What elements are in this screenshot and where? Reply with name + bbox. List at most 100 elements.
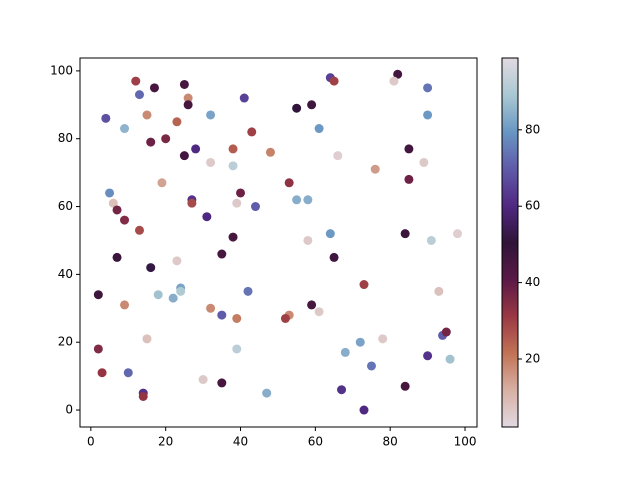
scatter-point (329, 252, 339, 262)
scatter-point (239, 93, 249, 103)
scatter-point (303, 195, 313, 205)
scatter-point (337, 385, 347, 395)
scatter-point (232, 344, 242, 354)
scatter-point (400, 229, 410, 239)
scatter-point (101, 113, 111, 123)
scatter-point (123, 368, 133, 378)
scatter-point (131, 76, 141, 86)
scatter-point (120, 124, 130, 134)
scatter-point (93, 290, 103, 300)
scatter-point (168, 293, 178, 303)
scatter-point (191, 144, 201, 154)
scatter-point (228, 161, 238, 171)
scatter-point (423, 110, 433, 120)
scatter-point (146, 263, 156, 273)
scatter-point (247, 127, 257, 137)
scatter-point (250, 202, 260, 212)
y-tick-label: 0 (65, 403, 73, 417)
scatter-point (108, 198, 118, 208)
scatter-point (232, 313, 242, 323)
scatter-point (142, 110, 152, 120)
scatter-point (179, 151, 189, 161)
scatter-point (307, 100, 317, 110)
scatter-point (120, 300, 130, 310)
y-tick-label: 40 (58, 267, 73, 281)
x-tick-label: 0 (87, 435, 95, 449)
scatter-point (280, 313, 290, 323)
scatter-point (434, 286, 444, 296)
scatter-point (179, 79, 189, 89)
x-tick-label: 80 (383, 435, 398, 449)
scatter-point (366, 361, 376, 371)
y-tick-label: 60 (58, 199, 73, 213)
x-tick-label: 40 (233, 435, 248, 449)
scatter-point (404, 144, 414, 154)
scatter-point (202, 212, 212, 222)
scatter-point (134, 225, 144, 235)
scatter-point (400, 381, 410, 391)
colorbar-tick-label: 20 (525, 352, 540, 366)
scatter-point (314, 124, 324, 134)
scatter-point (426, 235, 436, 245)
scatter-point (120, 215, 130, 225)
scatter-point (325, 229, 335, 239)
scatter-point (206, 110, 216, 120)
scatter-point (217, 378, 227, 388)
scatter-point (359, 405, 369, 415)
scatter-point (355, 337, 365, 347)
scatter-point (183, 93, 193, 103)
y-tick-label: 100 (50, 63, 73, 77)
scatter-point (157, 178, 167, 188)
y-tick-label: 80 (58, 131, 73, 145)
colorbar-tick-label: 40 (525, 275, 540, 289)
scatter-point (206, 157, 216, 167)
scatter-point (142, 334, 152, 344)
scatter-point (404, 174, 414, 184)
scatter-point (453, 229, 463, 239)
scatter-point (423, 351, 433, 361)
scatter-point (198, 375, 208, 385)
scatter-point (265, 147, 275, 157)
x-tick-label: 20 (158, 435, 173, 449)
x-tick-label: 60 (308, 435, 323, 449)
scatter-point (228, 232, 238, 242)
scatter-point (217, 249, 227, 259)
scatter-point (423, 83, 433, 93)
scatter-point (329, 76, 339, 86)
scatter-point (243, 286, 253, 296)
scatter-point (217, 310, 227, 320)
scatter-point (172, 117, 182, 127)
scatter-point (112, 252, 122, 262)
scatter-point (393, 69, 403, 79)
scatter-point (284, 178, 294, 188)
scatter-point (228, 144, 238, 154)
scatter-point (333, 151, 343, 161)
scatter-point (236, 188, 246, 198)
scatter-point (112, 205, 122, 215)
scatter-point (307, 300, 317, 310)
colorbar-tick-label: 60 (525, 199, 540, 213)
scatter-point (292, 195, 302, 205)
scatter-point (172, 256, 182, 266)
scatter-point (303, 235, 313, 245)
colorbar-tick-label: 80 (525, 122, 540, 136)
colorbar (501, 57, 519, 428)
scatter-point (262, 388, 272, 398)
scatter-point (134, 90, 144, 100)
scatter-point (419, 157, 429, 167)
scatter-point (149, 83, 159, 93)
y-tick-label: 20 (58, 335, 73, 349)
scatter-point (370, 164, 380, 174)
scatter-point (232, 198, 242, 208)
scatter-point (153, 290, 163, 300)
plot-frame (79, 57, 478, 428)
scatter-point (105, 188, 115, 198)
scatter-point (445, 354, 455, 364)
x-tick-label: 100 (454, 435, 477, 449)
scatter-point (441, 327, 451, 337)
scatter-point (161, 134, 171, 144)
scatter-point (138, 391, 148, 401)
scatter-point (340, 347, 350, 357)
scatter-point (389, 76, 399, 86)
